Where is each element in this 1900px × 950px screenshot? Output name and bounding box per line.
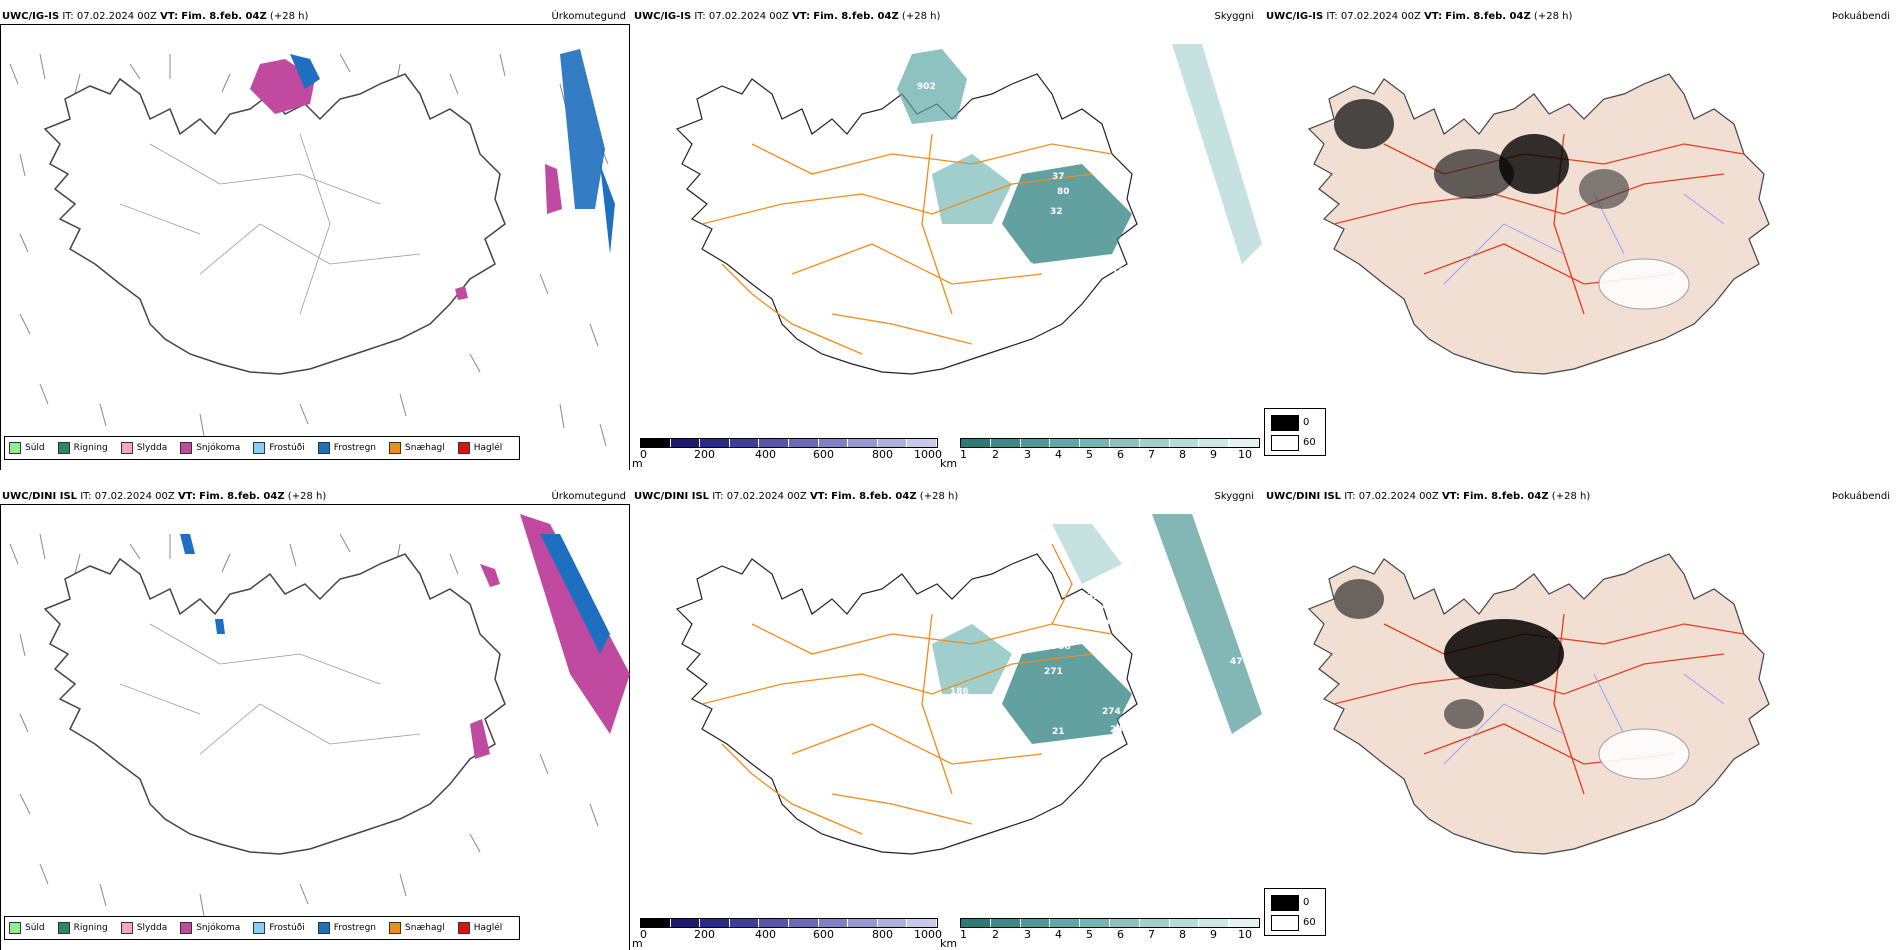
visibility-unit: km (940, 937, 958, 950)
panel-header: UWC/DINI ISL IT: 07.02.2024 00Z VT: Fim.… (634, 491, 959, 502)
panel-title: Úrkomutegund (551, 11, 626, 22)
legend-item: Frostregn (317, 442, 376, 454)
legend-item: Snjókoma (180, 442, 240, 454)
svg-text:59: 59 (1097, 619, 1110, 629)
visibility-colorbar: 1 2 3 4 5 6 7 8 9 10 (960, 918, 1260, 950)
visibility-panel-row2: UWC/DINI ISL IT: 07.02.2024 00Z VT: Fim.… (632, 490, 1262, 950)
legend-item: Snæhagl (389, 442, 445, 454)
svg-text:271: 271 (1044, 667, 1063, 677)
svg-text:15: 15 (1052, 267, 1065, 277)
panel-title: Úrkomutegund (551, 491, 626, 502)
precip-panel-row2: UWC/DINI ISL IT: 07.02.2024 00Z VT: Fim.… (0, 490, 630, 950)
precip-map (9, 49, 615, 447)
svg-text:16: 16 (1112, 267, 1125, 277)
fog-map (1308, 73, 1770, 375)
fog-panel-row2: UWC/DINI ISL IT: 07.02.2024 00Z VT: Fim.… (1264, 490, 1894, 950)
panel-header: UWC/IG-IS IT: 07.02.2024 00Z VT: Fim. 8.… (2, 11, 309, 22)
visibility-map: 902 37 80 32 221 60 69 15 16 (676, 44, 1262, 375)
visibility-panel-row1: UWC/IG-IS IT: 07.02.2024 00Z VT: Fim. 8.… (632, 10, 1262, 470)
precip-legend: Súld Rigning Slydda Snjókoma Frostúði Fr… (4, 436, 521, 460)
svg-text:37: 37 (1052, 172, 1065, 182)
ceiling-colorbar: 0 200 400 600 800 1000 (640, 918, 942, 950)
svg-text:221: 221 (950, 247, 969, 257)
svg-text:758: 758 (1052, 642, 1071, 652)
visibility-colorbar: 1 2 3 4 5 6 7 8 9 10 (960, 438, 1260, 470)
fog-legend: 0 60 (1264, 408, 1326, 456)
panel-header: UWC/DINI ISL IT: 07.02.2024 00Z VT: Fim.… (1266, 491, 1591, 502)
legend-item: Frostúði (253, 922, 305, 934)
legend-item: Frostregn (317, 922, 376, 934)
panel-title: Þokuábendi (1831, 11, 1890, 22)
legend-item: Rigning (57, 442, 108, 454)
legend-item: Slydda (120, 442, 167, 454)
legend-item: Haglél (457, 442, 502, 454)
precip-legend: Súld Rigning Slydda Snjókoma Frostúði Fr… (4, 916, 521, 940)
svg-text:32: 32 (1050, 207, 1063, 217)
svg-text:274: 274 (1102, 707, 1121, 717)
ceiling-unit: m (632, 937, 643, 950)
precip-panel-row1: UWC/IG-IS IT: 07.02.2024 00Z VT: Fim. 8.… (0, 10, 630, 470)
svg-text:186: 186 (950, 687, 969, 697)
visibility-map: 392 529 59 758 271 47 21 274 288 186 (676, 514, 1262, 855)
legend-item: Snjókoma (180, 922, 240, 934)
legend-item: Haglél (457, 922, 502, 934)
panel-header: UWC/IG-IS IT: 07.02.2024 00Z VT: Fim. 8.… (1266, 11, 1573, 22)
svg-text:60: 60 (992, 257, 1005, 267)
ceiling-colorbar: 0 200 400 600 800 1000 (640, 438, 942, 470)
legend-item: Slydda (120, 922, 167, 934)
svg-text:902: 902 (917, 82, 936, 92)
panel-header: UWC/IG-IS IT: 07.02.2024 00Z VT: Fim. 8.… (634, 11, 941, 22)
svg-text:47: 47 (1230, 657, 1243, 667)
legend-item: Súld (9, 922, 45, 934)
svg-text:529: 529 (1092, 605, 1111, 615)
fog-panel-row1: UWC/IG-IS IT: 07.02.2024 00Z VT: Fim. 8.… (1264, 10, 1894, 470)
svg-text:21: 21 (1052, 727, 1065, 737)
legend-item: Rigning (57, 922, 108, 934)
svg-text:288: 288 (1110, 725, 1129, 735)
legend-item: Frostúði (253, 442, 305, 454)
svg-text:80: 80 (1057, 187, 1070, 197)
fog-legend: 0 60 (1264, 888, 1326, 936)
precip-map (9, 514, 630, 917)
ceiling-unit: m (632, 457, 643, 470)
fog-map (1308, 553, 1770, 855)
svg-text:392: 392 (1087, 592, 1106, 602)
visibility-unit: km (940, 457, 958, 470)
svg-text:69: 69 (1022, 262, 1035, 272)
panel-header: UWC/DINI ISL IT: 07.02.2024 00Z VT: Fim.… (2, 491, 327, 502)
panel-title: Skyggni (1214, 11, 1254, 22)
panel-title: Þokuábendi (1831, 491, 1890, 502)
legend-item: Snæhagl (389, 922, 445, 934)
legend-item: Súld (9, 442, 45, 454)
panel-title: Skyggni (1214, 491, 1254, 502)
